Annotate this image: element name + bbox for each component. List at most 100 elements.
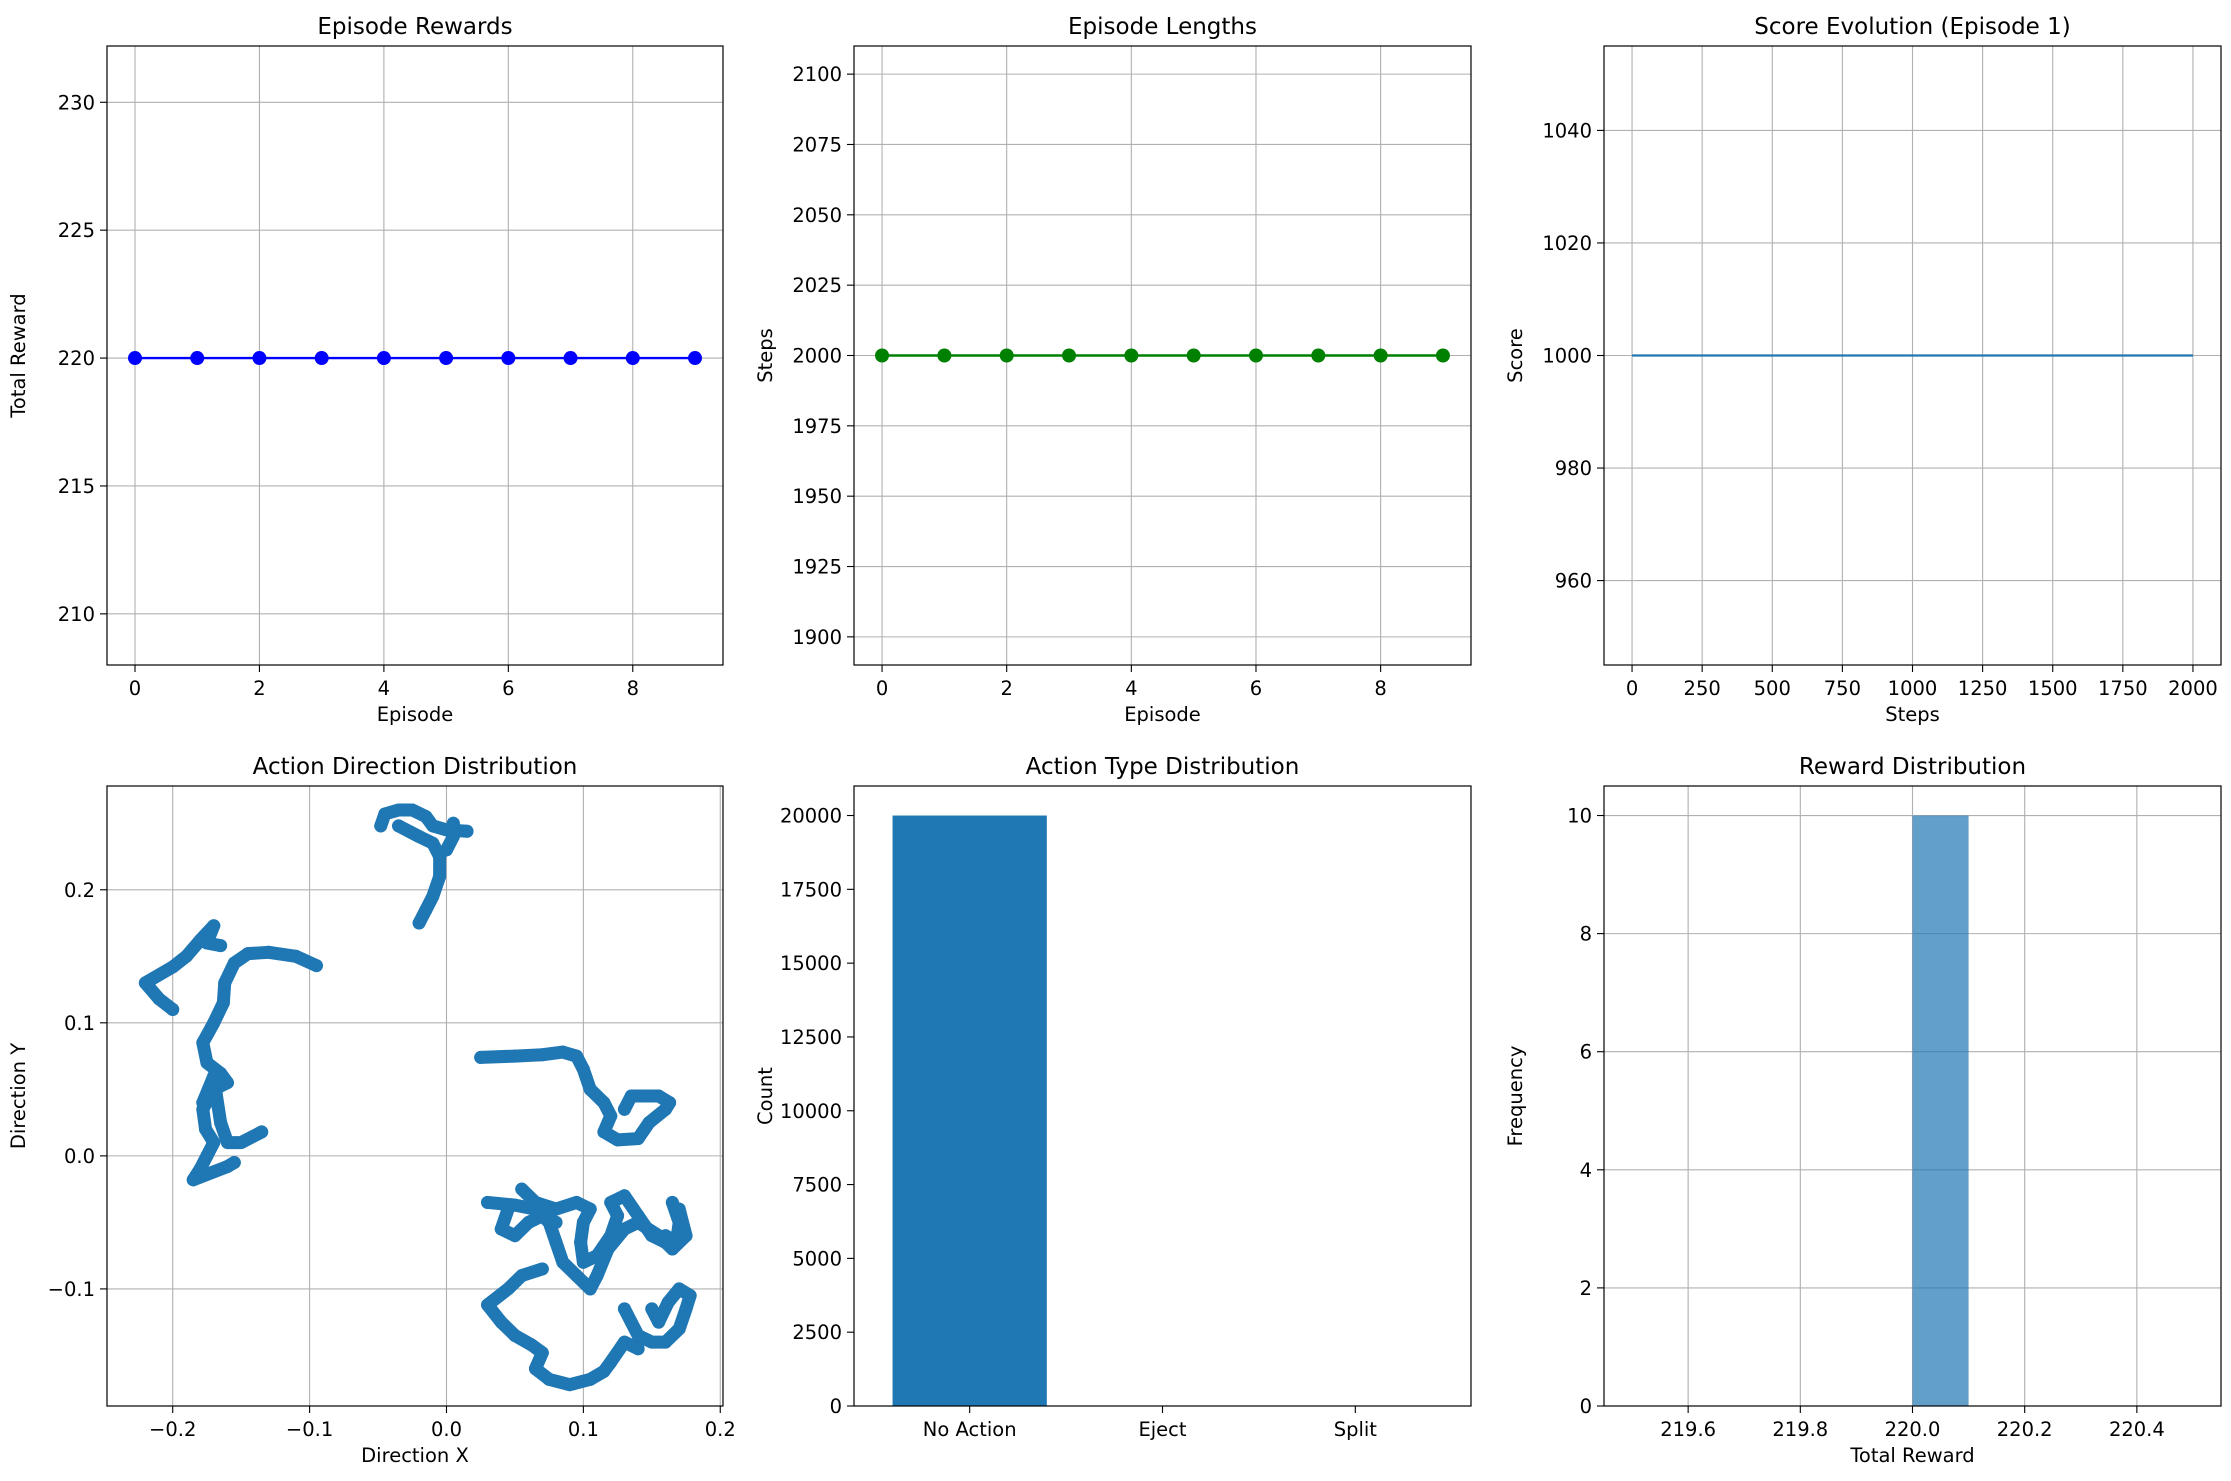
scatter-point	[617, 1222, 631, 1236]
scatter-point	[631, 1342, 645, 1356]
scatter-point	[583, 1202, 597, 1216]
x-axis-label: Steps	[1885, 703, 1940, 726]
x-tick-label: Eject	[1138, 1418, 1186, 1441]
scatter-point	[508, 1328, 522, 1342]
scatter-point	[200, 1149, 214, 1163]
y-tick-label: 1925	[792, 556, 842, 579]
x-tick-label: 6	[1250, 677, 1262, 700]
scatter-point	[683, 1289, 697, 1303]
data-point	[1373, 348, 1388, 363]
scatter-point	[590, 1269, 604, 1283]
scatter-point	[152, 992, 166, 1006]
scatter-point	[556, 1255, 570, 1269]
x-axis-label: Episode	[1124, 703, 1201, 726]
y-tick-label: 5000	[792, 1247, 842, 1270]
scatter-point	[563, 1378, 577, 1392]
x-tick-label: 219.8	[1772, 1418, 1828, 1441]
bar	[892, 815, 1047, 1406]
scatter-point	[227, 956, 241, 970]
y-tick-label: 10	[1567, 805, 1592, 828]
scatter-point	[597, 1364, 611, 1378]
x-tick-label: 2	[253, 677, 265, 700]
scatter-point	[474, 1050, 488, 1064]
chart-panel-2: 1900 1925 1950 1975 2000 2025 2050 2075 2100 0 2 4 6…	[754, 14, 1472, 726]
x-tick-label: −0.2	[149, 1418, 196, 1441]
scatter-point	[570, 1195, 584, 1209]
scatter-point	[597, 1125, 611, 1139]
x-tick-label: 2	[1000, 677, 1012, 700]
x-tick-label: 219.6	[1660, 1418, 1716, 1441]
scatter-point	[433, 869, 447, 883]
scatter-point	[583, 1372, 597, 1386]
data-point	[1311, 348, 1326, 363]
chart-panel-3: 960 980 1000 1020 1040 0 250 500 750 1000 1250 1500…	[1504, 14, 2222, 726]
scatter-point	[604, 1109, 618, 1123]
y-tick-label: 0.1	[64, 1012, 95, 1035]
scatter-point	[392, 803, 406, 817]
scatter-point	[611, 1209, 625, 1223]
scatter-point	[576, 1062, 590, 1076]
y-tick-label: 4	[1580, 1159, 1592, 1182]
scatter-point	[570, 1049, 584, 1063]
y-tick-label: 2100	[792, 63, 842, 86]
data-point	[190, 351, 205, 366]
x-tick-label: 0	[1626, 677, 1638, 700]
scatter-point	[617, 1189, 631, 1203]
scatter-point	[138, 976, 152, 990]
x-tick-label: 250	[1684, 677, 1721, 700]
x-axis-label: Direction X	[361, 1444, 469, 1467]
scatter-point	[672, 1215, 686, 1229]
scatter-point	[200, 1056, 214, 1070]
x-tick-label: 0.1	[568, 1418, 599, 1441]
scatter-point	[576, 1215, 590, 1229]
scatter-point	[583, 1082, 597, 1096]
x-tick-label: 750	[1824, 677, 1861, 700]
histogram-bar	[1912, 815, 1969, 1406]
data-point	[875, 348, 890, 363]
scatter-point	[631, 1209, 645, 1223]
scatter-point	[262, 945, 276, 959]
scatter-point	[645, 1335, 659, 1349]
x-tick-label: 220.4	[2109, 1418, 2165, 1441]
scatter-point	[412, 916, 426, 930]
scatter-point	[214, 1116, 228, 1130]
x-tick-label: 1000	[1888, 677, 1938, 700]
scatter-point	[535, 1262, 549, 1276]
scatter-point	[617, 1302, 631, 1316]
y-axis-label: Total Reward	[7, 293, 30, 418]
y-tick-label: 0	[1580, 1395, 1592, 1418]
x-tick-label: 4	[1125, 677, 1137, 700]
data-point	[1435, 348, 1450, 363]
scatter-point	[241, 947, 255, 961]
y-tick-label: 12500	[780, 1026, 842, 1049]
axes-frame	[106, 45, 724, 666]
scatter-point	[426, 889, 440, 903]
y-tick-label: 1950	[792, 485, 842, 508]
scatter-point	[227, 1156, 241, 1170]
y-tick-label: 7500	[792, 1174, 842, 1197]
scatter-point	[200, 936, 214, 950]
chart-title: Action Direction Distribution	[253, 754, 578, 780]
data-point	[688, 351, 702, 366]
x-axis-label: Episode	[377, 703, 454, 726]
x-tick-label: 8	[627, 677, 639, 700]
y-tick-label: 2	[1580, 1277, 1592, 1300]
data-point	[937, 348, 952, 363]
scatter-point	[672, 1322, 686, 1336]
y-tick-label: 15000	[780, 952, 842, 975]
chart-title: Reward Distribution	[1799, 754, 2026, 780]
scatter-point	[412, 830, 426, 844]
scatter-point	[631, 1328, 645, 1342]
scatter-point	[672, 1282, 686, 1296]
scatter-point	[652, 1315, 666, 1329]
scatter-point	[652, 1089, 666, 1103]
y-tick-label: 225	[58, 219, 95, 242]
scatter-point	[405, 803, 419, 817]
scatter-point	[220, 1136, 234, 1150]
scatter-point	[207, 1136, 221, 1150]
x-tick-label: 6	[502, 677, 514, 700]
scatter-point	[207, 919, 221, 933]
y-tick-label: 1975	[792, 415, 842, 438]
scatter-point	[193, 1162, 207, 1176]
chart-panel-4: −0.1 0.0 0.1 0.2 −0.2 −0.1 0.0 0.1 0.2 Action Dir…	[7, 754, 736, 1467]
